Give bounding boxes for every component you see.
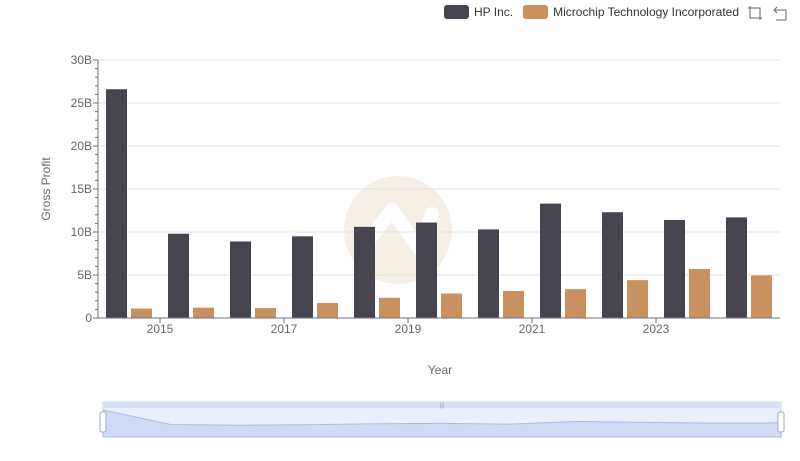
legend-item-hp[interactable]: HP Inc. bbox=[444, 5, 513, 19]
y-axis-label: Gross Profit bbox=[39, 157, 53, 221]
bar-microchip bbox=[441, 293, 462, 318]
bar-hp bbox=[540, 203, 561, 318]
bar-hp bbox=[354, 226, 375, 318]
x-tick-label: 2017 bbox=[271, 322, 298, 336]
bar-series bbox=[106, 89, 772, 319]
y-tick-label: 0 bbox=[85, 311, 92, 325]
legend-label-hp: HP Inc. bbox=[474, 5, 514, 19]
legend-label-microchip: Microchip Technology Incorporated bbox=[553, 5, 740, 19]
restore-icon[interactable] bbox=[773, 5, 789, 21]
bar-microchip bbox=[193, 307, 214, 318]
legend-item-microchip[interactable]: Microchip Technology Incorporated bbox=[523, 5, 739, 19]
bar-microchip bbox=[317, 302, 338, 318]
y-tick-label: 5B bbox=[77, 268, 92, 282]
x-axis-label: Year bbox=[428, 363, 452, 377]
legend: HP Inc. Microchip Technology Incorporate… bbox=[444, 4, 749, 20]
bar-hp bbox=[106, 89, 127, 319]
x-axis: 2015 2017 2019 2021 2023 bbox=[98, 317, 780, 336]
bar-hp bbox=[602, 212, 623, 318]
x-tick-label: 2021 bbox=[519, 322, 546, 336]
bar-microchip bbox=[379, 297, 400, 318]
bar-microchip bbox=[751, 275, 772, 318]
data-zoom-slider[interactable]: ||| bbox=[99, 401, 785, 438]
bar-hp bbox=[292, 236, 313, 318]
bar-hp bbox=[478, 229, 499, 318]
slider-top-bar bbox=[103, 402, 781, 408]
bar-microchip bbox=[503, 290, 524, 318]
zoom-icon[interactable] bbox=[747, 5, 763, 21]
bar-microchip bbox=[131, 308, 152, 318]
y-tick-label: 15B bbox=[71, 182, 92, 196]
slider-handle-right bbox=[777, 411, 785, 433]
bar-microchip bbox=[255, 308, 276, 318]
bar-hp bbox=[726, 217, 747, 318]
bar-hp bbox=[230, 241, 251, 318]
bar-hp bbox=[168, 233, 189, 318]
slider-grip: ||| bbox=[440, 403, 445, 409]
legend-swatch-hp bbox=[444, 5, 469, 19]
bar-microchip bbox=[565, 289, 586, 318]
x-tick-label: 2019 bbox=[395, 322, 422, 336]
bar-microchip bbox=[627, 280, 648, 318]
bar-hp bbox=[664, 219, 685, 318]
x-tick-label: 2023 bbox=[643, 322, 670, 336]
bar-microchip bbox=[689, 268, 710, 318]
toolbox bbox=[747, 5, 799, 21]
x-tick-label: 2015 bbox=[147, 322, 174, 336]
legend-swatch-microchip bbox=[523, 5, 549, 19]
y-tick-label: 10B bbox=[71, 225, 92, 239]
y-tick-label: 20B bbox=[71, 139, 92, 153]
y-tick-label: 25B bbox=[71, 96, 92, 110]
bar-hp bbox=[416, 222, 437, 318]
slider-preview-area bbox=[102, 409, 782, 438]
slider-handle-left bbox=[99, 411, 107, 433]
y-axis: 0 5B 10B 15B 20B 25B 30B bbox=[71, 53, 99, 325]
y-tick-label: 30B bbox=[71, 53, 92, 67]
